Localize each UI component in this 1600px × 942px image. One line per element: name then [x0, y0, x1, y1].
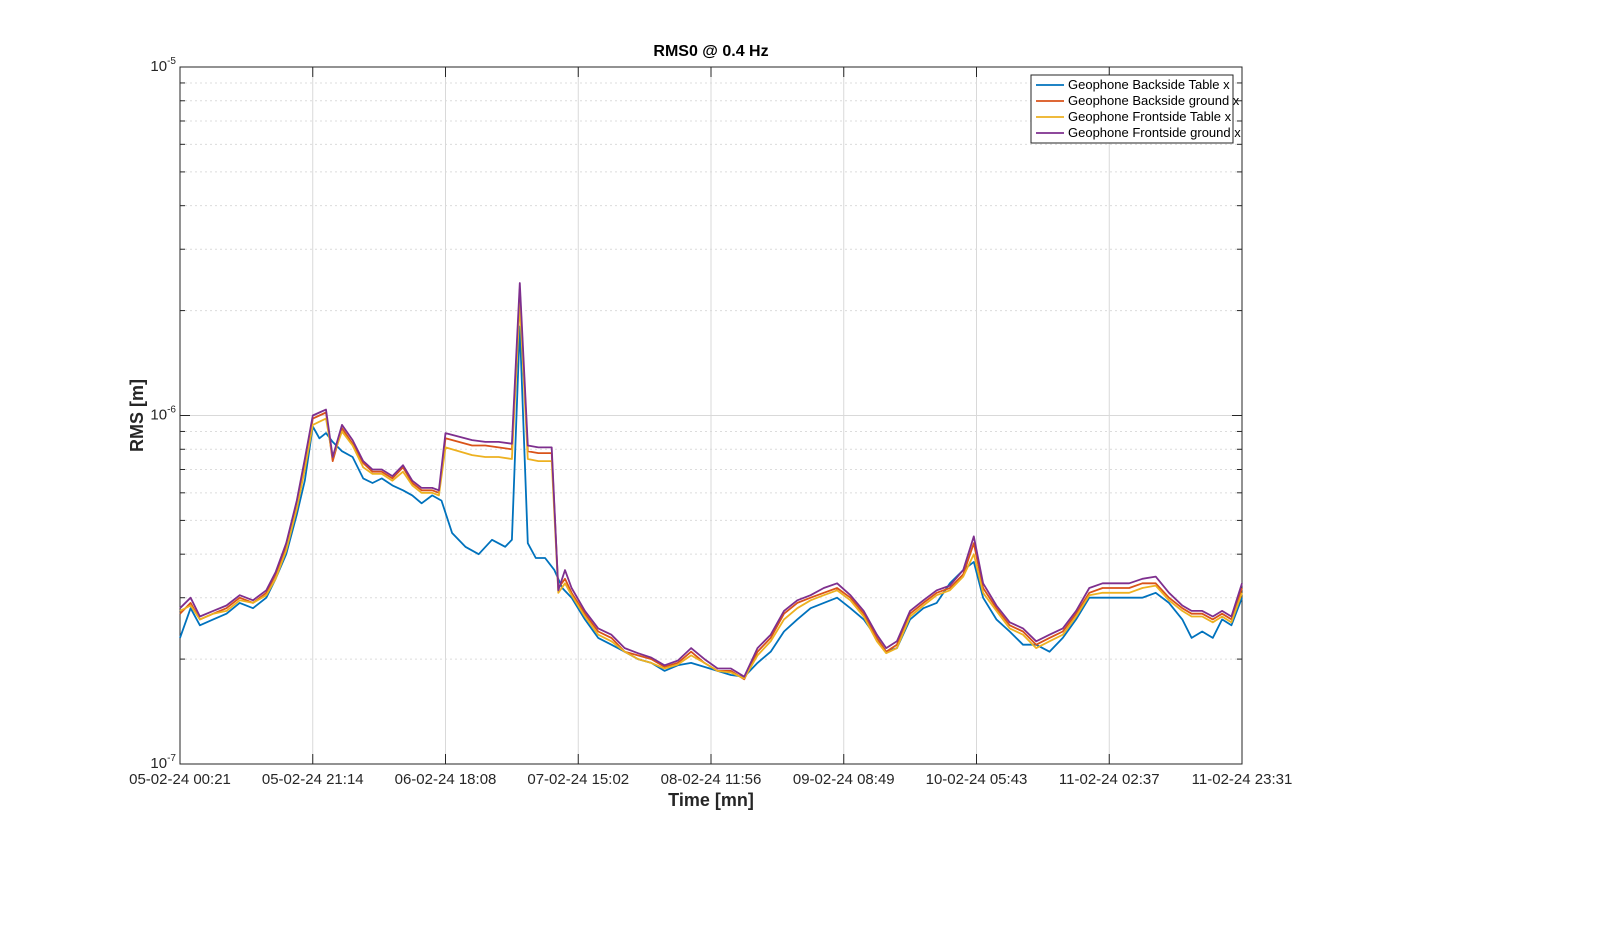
- x-tick-label: 08-02-24 11:56: [661, 771, 762, 788]
- y-axis-label: RMS [m]: [127, 379, 147, 452]
- legend-label: Geophone Backside Table x: [1068, 77, 1230, 92]
- x-axis-label: Time [mn]: [668, 790, 754, 810]
- x-tick-label: 05-02-24 21:14: [262, 771, 364, 788]
- legend-label: Geophone Backside ground x: [1068, 93, 1240, 108]
- y-tick-exponent: -5: [167, 56, 176, 67]
- y-tick-label: 10-6: [150, 405, 176, 424]
- x-tick-label: 05-02-24 00:21: [129, 771, 231, 788]
- x-tick-label: 11-02-24 23:31: [1192, 771, 1293, 788]
- x-tick-label: 07-02-24 15:02: [527, 771, 629, 788]
- y-tick-base: 10: [150, 407, 167, 424]
- legend-box: [1030, 74, 1234, 144]
- legend-label: Geophone Frontside ground x: [1068, 125, 1241, 140]
- y-tick-label: 10-5: [150, 56, 176, 75]
- x-tick-label: 06-02-24 18:08: [395, 771, 497, 788]
- y-tick-base: 10: [150, 58, 167, 75]
- y-tick-base: 10: [150, 755, 167, 772]
- series-lines: [179, 282, 1243, 681]
- y-tick-exponent: -6: [167, 405, 176, 416]
- x-tick-label: 11-02-24 02:37: [1059, 771, 1160, 788]
- y-tick-label: 10-7: [150, 753, 176, 772]
- axis-ticks: 10-710-610-505-02-24 00:21 05-02-24 21:14…: [129, 56, 1292, 788]
- legend-label: Geophone Frontside Table x: [1068, 109, 1232, 124]
- series-line-4: [179, 282, 1243, 678]
- y-tick-exponent: -7: [167, 753, 176, 764]
- chart-title: RMS0 @ 0.4 Hz: [653, 43, 768, 60]
- x-tick-label: 09-02-24 08:49: [793, 771, 895, 788]
- x-tick-label: 10-02-24 05:43: [926, 771, 1028, 788]
